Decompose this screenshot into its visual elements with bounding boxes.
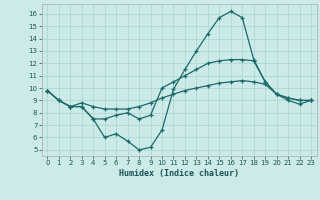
X-axis label: Humidex (Indice chaleur): Humidex (Indice chaleur)	[119, 169, 239, 178]
